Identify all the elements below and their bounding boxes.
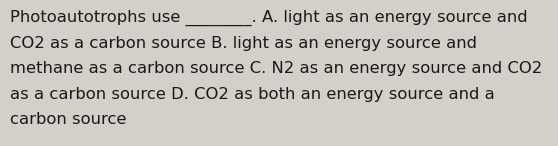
Text: Photoautotrophs use ________. A. light as an energy source and: Photoautotrophs use ________. A. light a…	[10, 10, 528, 26]
Text: CO2 as a carbon source B. light as an energy source and: CO2 as a carbon source B. light as an en…	[10, 36, 477, 51]
Text: methane as a carbon source C. N2 as an energy source and CO2: methane as a carbon source C. N2 as an e…	[10, 61, 542, 76]
Text: carbon source: carbon source	[10, 112, 127, 127]
Text: as a carbon source D. CO2 as both an energy source and a: as a carbon source D. CO2 as both an ene…	[10, 87, 495, 102]
